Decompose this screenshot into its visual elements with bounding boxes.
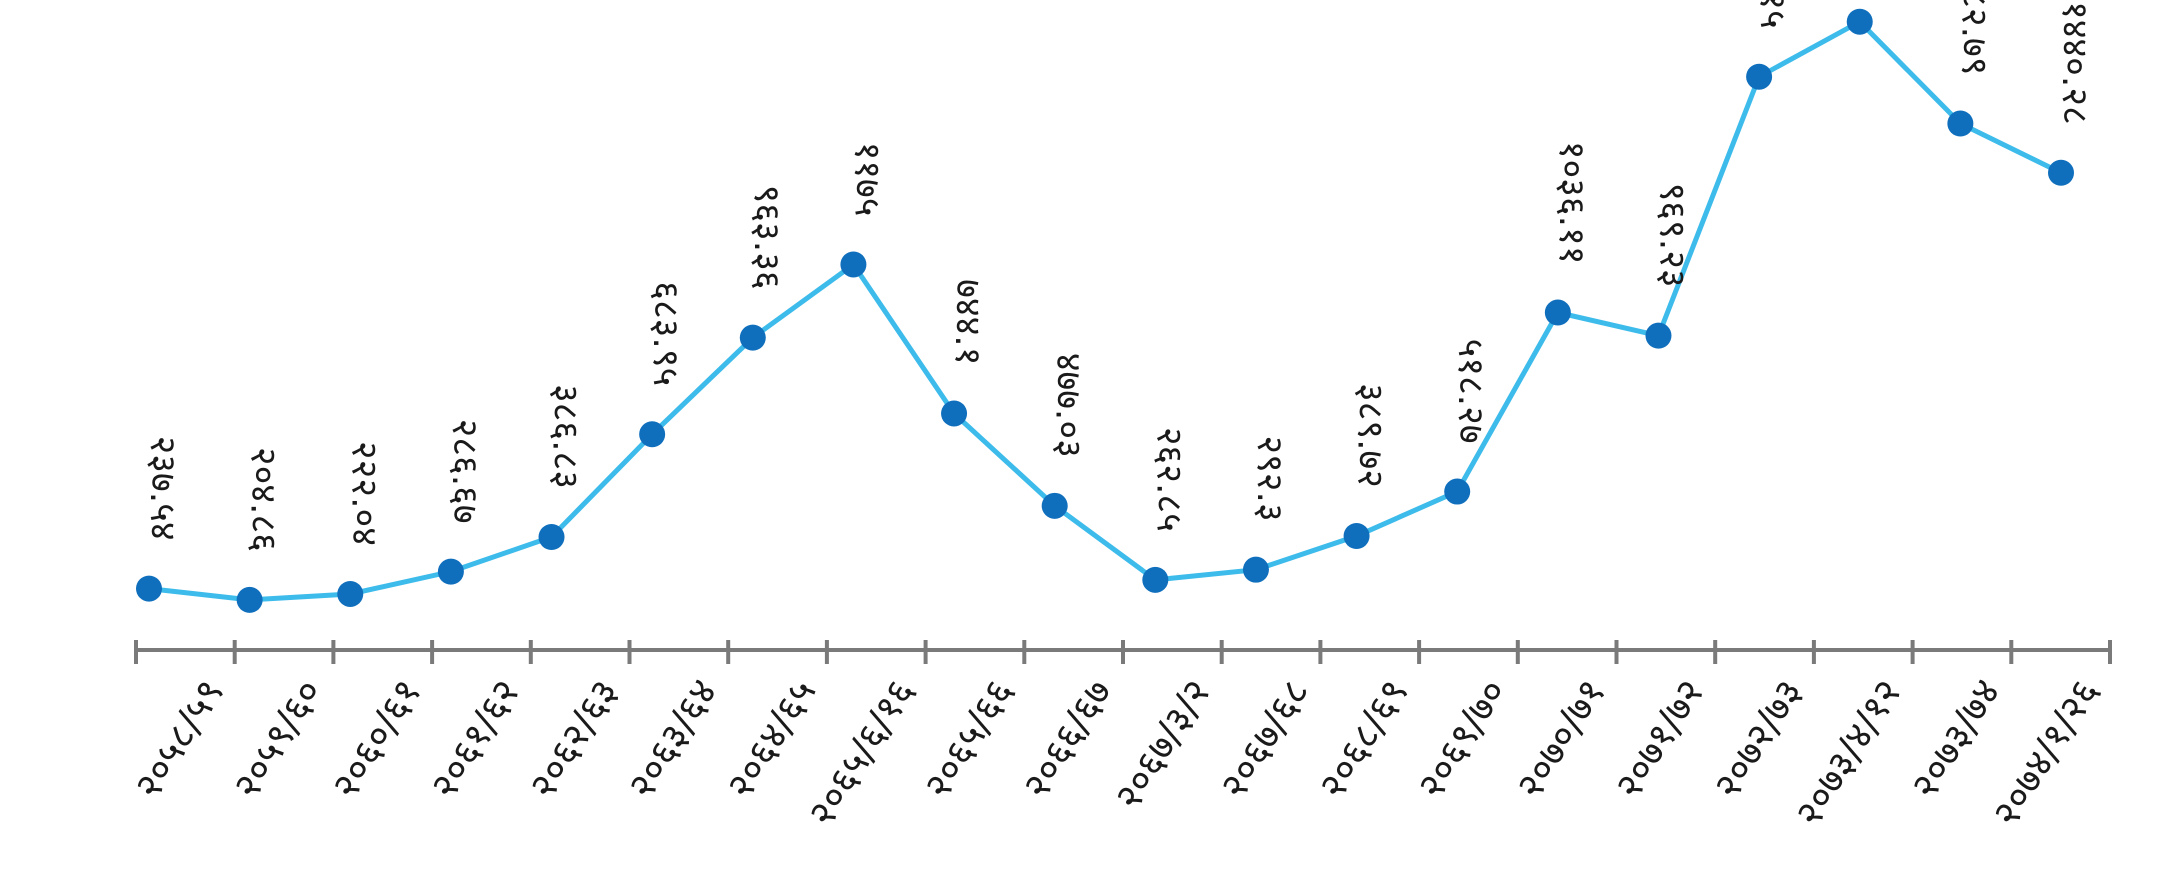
x-tick-label: २०६३/६४ <box>619 671 726 806</box>
point <box>1041 492 1068 519</box>
point <box>1947 110 1974 137</box>
point <box>1242 556 1269 583</box>
x-tick-label: २०५९/६० <box>224 671 331 806</box>
point <box>1645 322 1672 349</box>
value-label: ९६९.२३ <box>1651 183 1692 288</box>
value-label: ७४४.१ <box>947 279 988 365</box>
value-label: १५८२.७९ <box>1953 0 1994 76</box>
value-label: २०४.८६ <box>243 447 284 552</box>
value-label: ६८३.९५ <box>645 281 686 386</box>
value-label: ३८६.८३ <box>545 384 586 489</box>
value-label: ९६३.३६ <box>746 185 787 290</box>
value-label: २३७.५४ <box>142 436 183 541</box>
value-label: २८६.६७ <box>444 419 485 524</box>
point <box>941 400 968 427</box>
value-label: २६२.८५ <box>1148 427 1189 532</box>
value-label: ५१८.२७ <box>1450 339 1491 444</box>
x-tick-label: २०६९/७० <box>1409 671 1516 806</box>
point <box>840 251 867 278</box>
x-tick-label: २०७३/७४ <box>1902 671 2009 806</box>
x-tick-label: २०६०/६१ <box>323 671 430 806</box>
point <box>2048 159 2074 186</box>
x-tick-label: २०६१/६२ <box>422 671 529 806</box>
x-tick-label: २०७०/७१ <box>1507 671 1614 806</box>
value-label: १७१८.१५ <box>1752 0 1793 29</box>
point <box>1343 523 1370 550</box>
line <box>148 18 2063 603</box>
x-tick-label: २०७१/७२ <box>1606 671 1713 806</box>
value-label: ३८९.७२ <box>1350 383 1391 488</box>
x-tick-label: २०६७/६८ <box>1211 671 1318 806</box>
point <box>236 586 263 613</box>
point <box>337 580 364 607</box>
point <box>1846 8 1873 35</box>
value-label: १४४०.२८ <box>2054 1 2095 125</box>
point <box>1746 63 1773 90</box>
value-label: ११७५ <box>846 142 887 217</box>
x-tick-label: २०६६/६७ <box>1014 671 1121 806</box>
value-label: १०३६.११ <box>1551 141 1592 265</box>
point <box>538 524 565 551</box>
x-tick-label: २०६७/३/२ <box>1106 671 1220 817</box>
point <box>1444 478 1471 505</box>
x-tick-label: २०६२/६३ <box>520 671 627 806</box>
point <box>739 324 766 351</box>
value-label: २९२.३ <box>1249 435 1290 521</box>
x-tick-label: २०६४/६५ <box>718 671 825 806</box>
x-tick-label: २०६८/६९ <box>1310 671 1417 806</box>
point <box>639 421 666 448</box>
x-tick-label: २०७२/७३ <box>1705 671 1812 806</box>
value-label: २२२.०४ <box>343 441 384 546</box>
point <box>1142 566 1169 593</box>
value-label: ४७७.०३ <box>1048 353 1089 458</box>
point <box>136 575 162 602</box>
point <box>437 558 464 585</box>
point <box>1544 299 1571 326</box>
x-tick-label: २०६५/६६ <box>915 671 1022 806</box>
x-tick-label: २०५८/५९ <box>125 671 232 806</box>
